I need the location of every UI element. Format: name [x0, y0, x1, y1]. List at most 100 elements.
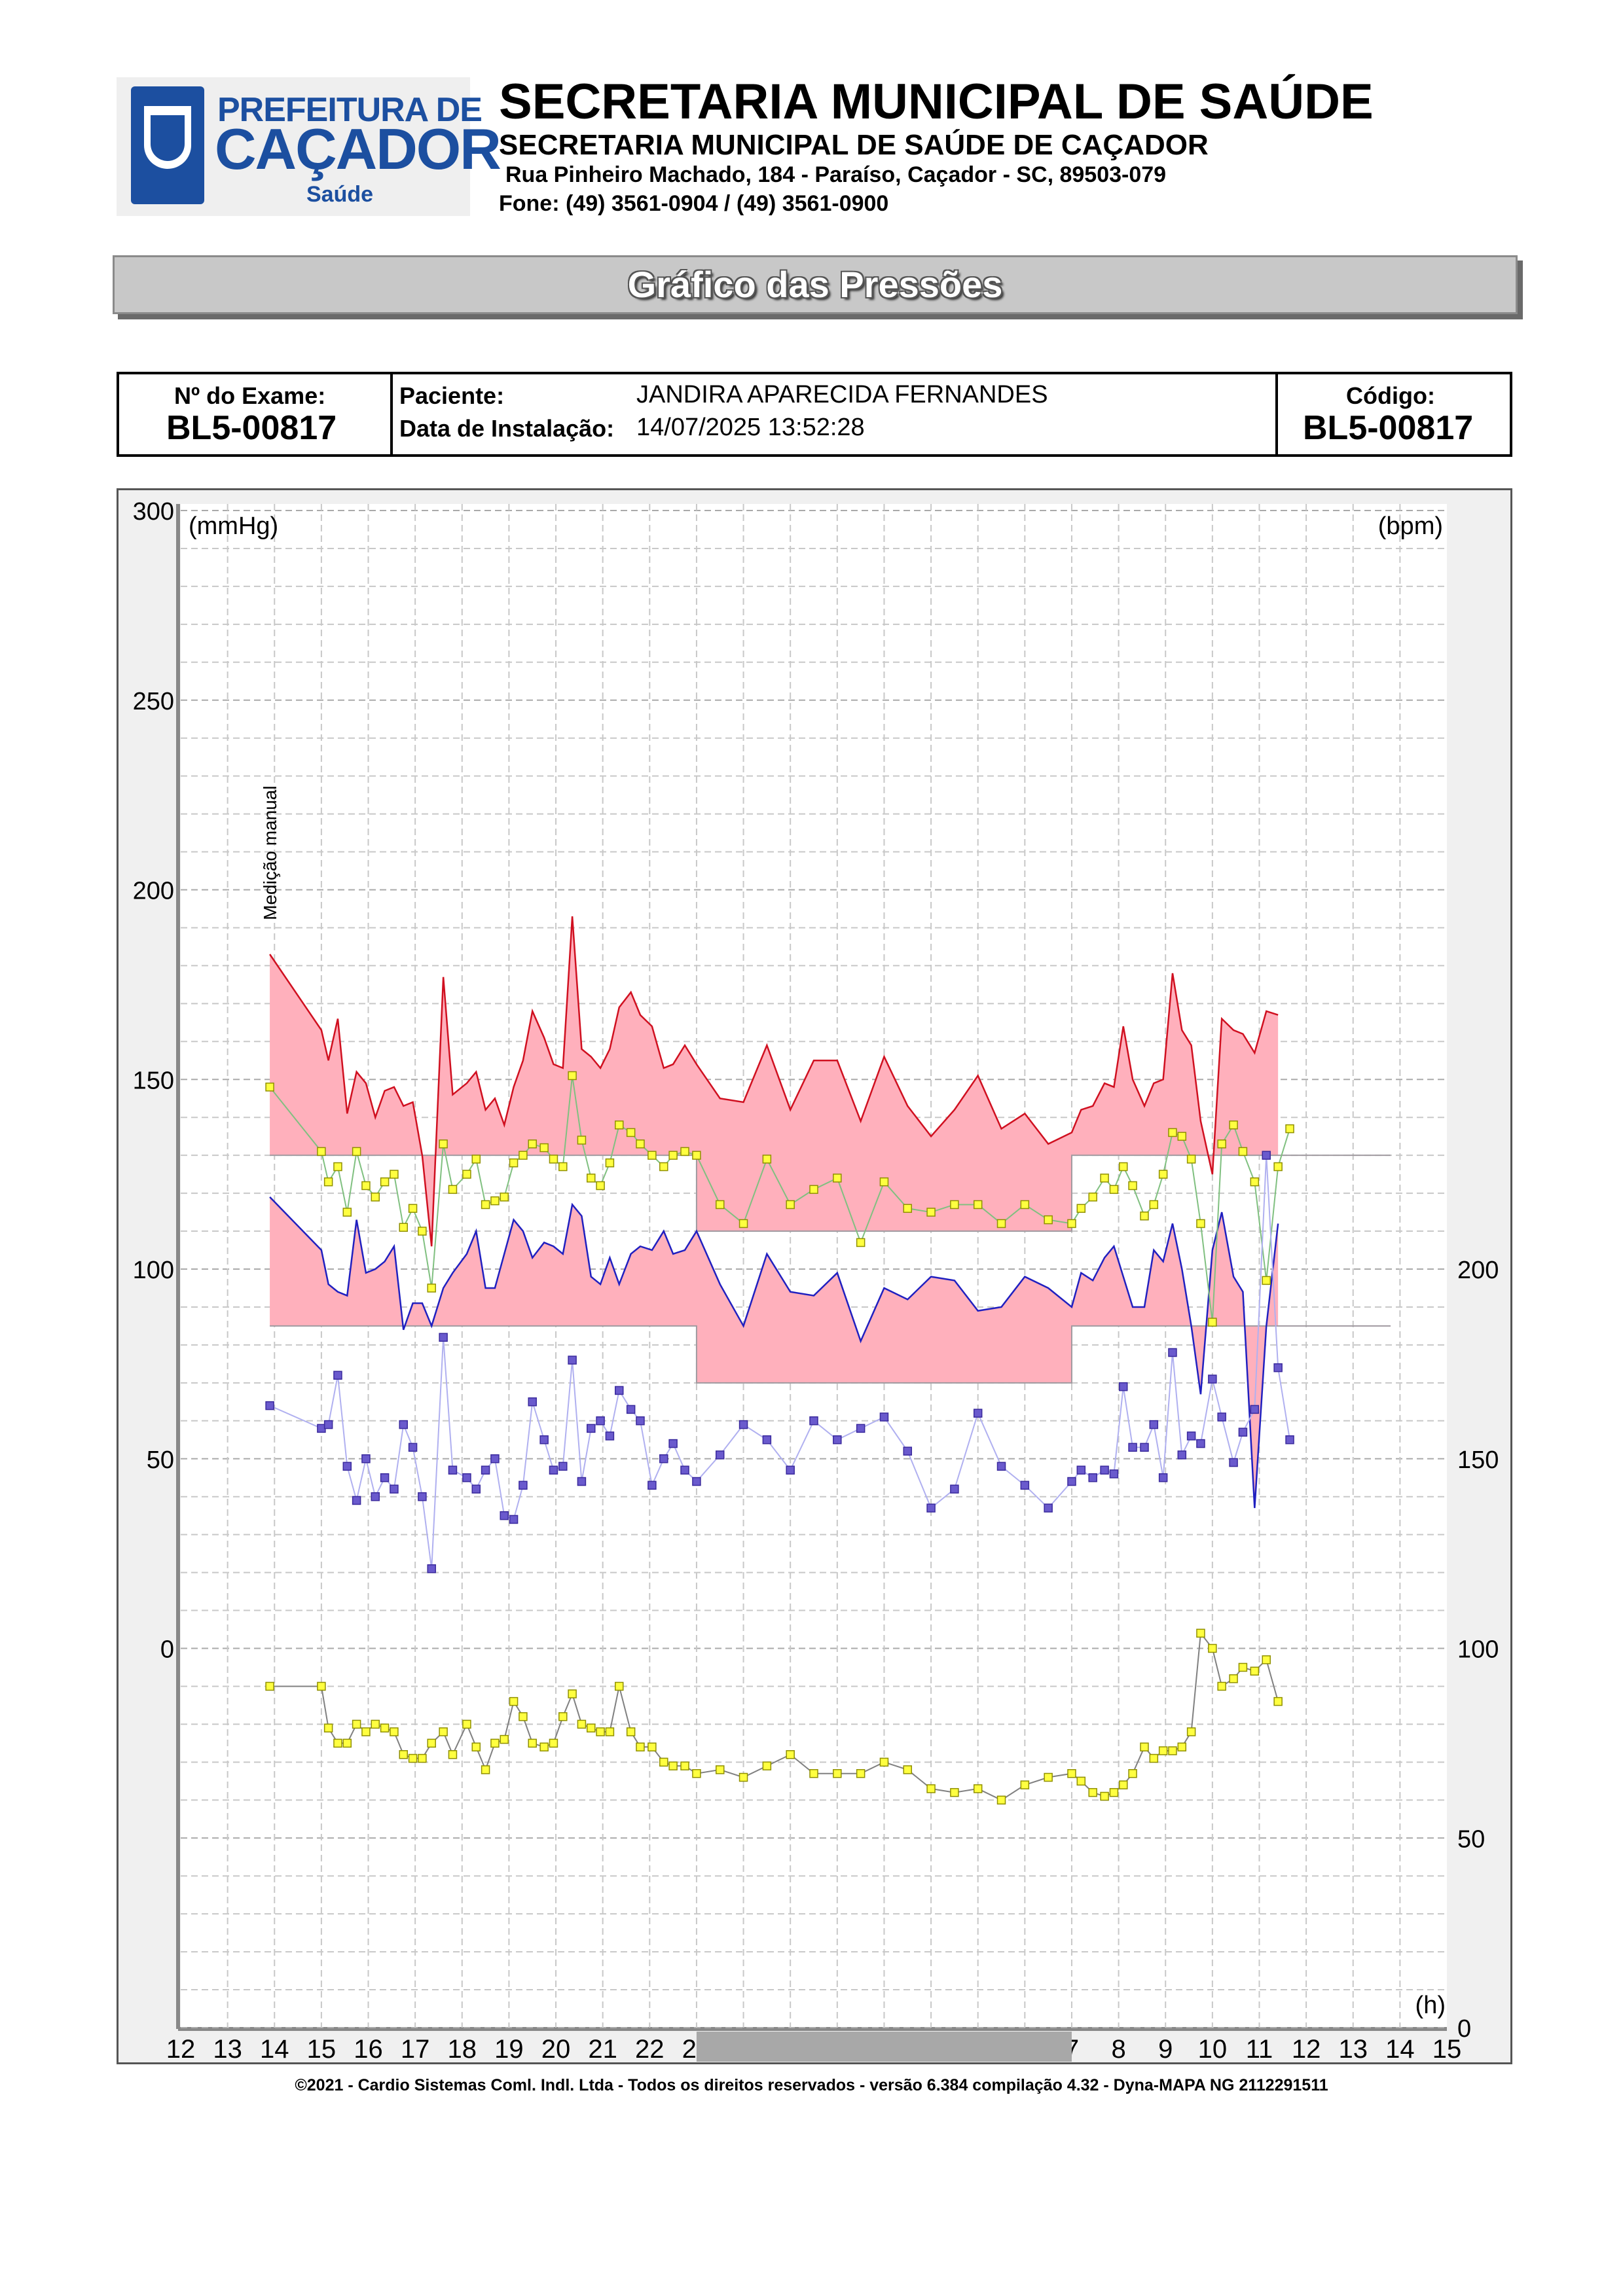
heart-rate-point: [1262, 1655, 1271, 1664]
y-right-tick-label: 200: [1457, 1257, 1499, 1284]
mean-point: [323, 1177, 333, 1187]
y-right-tick-label: 50: [1457, 1825, 1485, 1853]
mean-point: [471, 1155, 481, 1164]
heart-rate-point: [333, 1738, 342, 1748]
heart-rate-point: [342, 1738, 352, 1748]
heart-rate-point: [549, 1738, 558, 1748]
pulse-pressure-point: [856, 1424, 866, 1433]
pulse-pressure-point: [605, 1431, 615, 1441]
heart-rate-point: [509, 1696, 519, 1706]
pulse-pressure-point: [1067, 1477, 1076, 1486]
y-left-tick-label: 0: [160, 1636, 174, 1664]
mean-point: [739, 1219, 748, 1229]
pulse-pressure-point: [659, 1454, 668, 1463]
pulse-pressure-point: [996, 1462, 1006, 1471]
pulse-pressure-point: [1100, 1465, 1109, 1475]
heart-rate-point: [519, 1712, 528, 1721]
footer-copyright: ©2021 - Cardio Sistemas Coml. Indl. Ltda…: [295, 2076, 1328, 2094]
pulse-pressure-point: [1158, 1473, 1168, 1482]
manual-measurement-annotation: Medição manual: [260, 785, 280, 920]
heart-rate-point: [371, 1719, 380, 1729]
heart-rate-point: [1140, 1742, 1149, 1751]
heart-rate-point: [1076, 1776, 1086, 1786]
coat-of-arms-icon: [131, 86, 204, 204]
heart-rate-point: [361, 1727, 371, 1736]
pulse-pressure-point: [1208, 1374, 1217, 1384]
pulse-pressure-point: [647, 1480, 657, 1490]
heart-rate-point: [418, 1753, 427, 1763]
y-left-tick-label: 200: [133, 878, 174, 905]
pulse-pressure-point: [614, 1386, 624, 1395]
pulse-pressure-point: [1177, 1450, 1187, 1460]
y-left-axis-label: (mmHg): [189, 512, 278, 540]
heart-rate-point: [380, 1723, 390, 1732]
heart-rate-point: [528, 1738, 537, 1748]
pulse-pressure-point: [1168, 1348, 1177, 1357]
mean-point: [448, 1185, 458, 1194]
mean-points: [265, 1071, 1294, 1327]
pulse-pressure-point: [596, 1416, 605, 1426]
mean-point: [1177, 1132, 1187, 1141]
heart-rate-point: [462, 1719, 471, 1729]
pulse-pressure-point: [539, 1435, 549, 1444]
y-right-tick-label: 150: [1457, 1446, 1499, 1474]
pulse-pressure-point: [418, 1492, 427, 1501]
pulse-pressure-point: [1217, 1412, 1226, 1422]
diastolic-line: [269, 1196, 1279, 1509]
mean-point: [490, 1196, 500, 1206]
heart-rate-point: [668, 1761, 678, 1770]
pulse-pressure-point: [1262, 1151, 1271, 1160]
mean-point: [1088, 1193, 1097, 1202]
exam-number-cell: Nº do Exame: BL5-00817: [119, 374, 393, 454]
heart-rate-point: [490, 1738, 500, 1748]
pulse-pressure-point: [500, 1511, 509, 1520]
code-label: Código:: [1346, 382, 1435, 409]
mean-point: [1020, 1200, 1030, 1210]
pulse-pressure-point: [1119, 1382, 1128, 1391]
heart-rate-point: [786, 1750, 795, 1759]
x-tick-label: 10: [1198, 2035, 1228, 2064]
heart-rate-point: [568, 1689, 577, 1698]
logo: PREFEITURA DE CAÇADOR Saúde: [117, 77, 501, 216]
heart-rate-point: [1128, 1768, 1137, 1778]
heart-rate-point: [500, 1734, 509, 1744]
mean-point: [333, 1162, 342, 1172]
heart-rate-point: [1238, 1662, 1248, 1672]
diastolic-limit-line: [270, 1325, 1391, 1384]
heart-rate-point: [1067, 1768, 1076, 1778]
pulse-pressure-point: [1020, 1480, 1030, 1490]
pulse-pressure-point: [558, 1462, 568, 1471]
mean-point: [371, 1193, 380, 1202]
pulse-pressure-point: [528, 1397, 537, 1407]
heart-rate-point: [481, 1765, 490, 1774]
heart-rate-point: [439, 1727, 448, 1736]
mean-point: [926, 1208, 936, 1217]
sleep-period-band: [696, 2032, 1072, 2062]
heart-rate-point: [1273, 1696, 1283, 1706]
x-tick-label: 19: [494, 2035, 524, 2064]
mean-point: [399, 1223, 408, 1232]
mean-point: [786, 1200, 795, 1210]
mean-point: [680, 1147, 689, 1157]
heart-rate-point: [715, 1765, 725, 1774]
heart-rate-point: [471, 1742, 481, 1751]
x-tick-label: 8: [1111, 2035, 1125, 2064]
mean-point: [342, 1208, 352, 1217]
pulse-pressure-point: [361, 1454, 371, 1463]
heart-rate-point: [408, 1753, 418, 1763]
x-tick-label: 20: [541, 2035, 571, 2064]
x-tick-label: 14: [260, 2035, 289, 2064]
mean-point: [361, 1181, 371, 1191]
heart-rate-point: [626, 1727, 636, 1736]
mean-point: [317, 1147, 326, 1157]
mean-point: [659, 1162, 668, 1172]
mean-point: [833, 1174, 842, 1183]
x-tick-label: 13: [213, 2035, 242, 2064]
pulse-pressure-point: [762, 1435, 772, 1444]
heart-rate-point: [1229, 1674, 1238, 1683]
mean-point: [647, 1151, 657, 1160]
heart-rate-point: [1149, 1753, 1159, 1763]
mean-point: [809, 1185, 818, 1194]
heart-rate-point: [539, 1742, 549, 1751]
mean-point: [558, 1162, 568, 1172]
